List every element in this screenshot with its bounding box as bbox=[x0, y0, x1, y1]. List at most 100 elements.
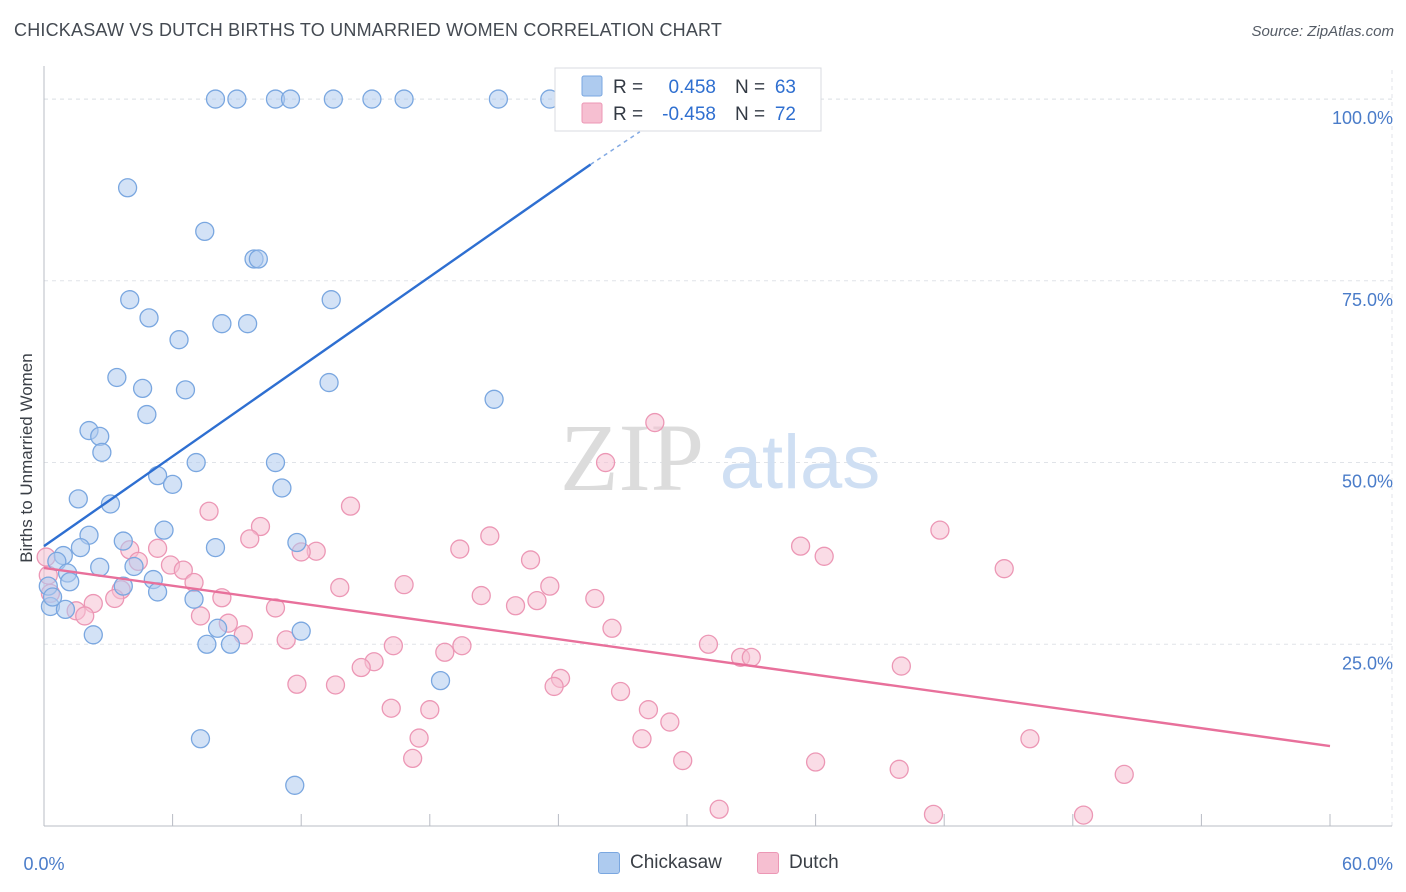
chickasaw-point bbox=[287, 532, 307, 553]
dutch-point bbox=[435, 642, 455, 662]
chickasaw-point bbox=[430, 670, 451, 691]
dutch-point bbox=[471, 585, 491, 606]
dutch-point bbox=[585, 588, 605, 609]
legend-r-value-chickasaw: 0.458 bbox=[668, 77, 716, 98]
chickasaw-point bbox=[184, 589, 204, 609]
chickasaw-point bbox=[154, 520, 174, 540]
chickasaw-point bbox=[394, 89, 414, 109]
dutch-point bbox=[381, 698, 401, 718]
grid-lines bbox=[44, 70, 1393, 826]
y-tick-label: 100.0% bbox=[1332, 108, 1393, 128]
dutch-point bbox=[709, 799, 729, 819]
watermark-atlas: atlas bbox=[720, 420, 881, 505]
dutch-points bbox=[36, 412, 1134, 825]
y-axis-label: Births to Unmarried Women bbox=[17, 353, 36, 562]
chickasaw-point bbox=[137, 404, 157, 425]
bottom-legend-dutch[interactable]: Dutch bbox=[757, 852, 839, 874]
dutch-point bbox=[250, 516, 271, 537]
chickasaw-point bbox=[280, 89, 301, 109]
dutch-point bbox=[276, 630, 296, 650]
dutch-point bbox=[351, 657, 371, 678]
chickasaw-point bbox=[113, 576, 133, 596]
chickasaw-point bbox=[248, 249, 268, 269]
dutch-legend-label: Dutch bbox=[789, 852, 839, 873]
chickasaw-point bbox=[190, 729, 211, 749]
chickasaw-point bbox=[321, 290, 341, 310]
dutch-trend-line bbox=[43, 566, 1331, 748]
chickasaw-point bbox=[107, 367, 127, 388]
dutch-point bbox=[602, 618, 622, 638]
legend-n-label-dutch: N = bbox=[735, 104, 765, 125]
dutch-point bbox=[147, 538, 168, 558]
chickasaw-point bbox=[186, 452, 206, 473]
dutch-point bbox=[673, 750, 693, 771]
dutch-point bbox=[233, 625, 253, 645]
chickasaw-point bbox=[227, 89, 247, 109]
chickasaw-point bbox=[132, 378, 153, 399]
dutch-point bbox=[660, 712, 680, 732]
chickasaw-point bbox=[237, 314, 258, 334]
chickasaw-point bbox=[195, 221, 215, 242]
chickasaw-point bbox=[117, 178, 138, 198]
x-tick-label-min: 0.0% bbox=[23, 854, 64, 874]
dutch-point bbox=[741, 647, 761, 668]
dutch-point bbox=[814, 546, 834, 566]
dutch-point bbox=[610, 681, 631, 702]
chickasaw-point bbox=[92, 442, 112, 463]
dutch-point bbox=[394, 575, 414, 595]
chickasaw-point bbox=[139, 308, 159, 328]
dutch-point bbox=[403, 748, 423, 769]
chickasaw-point bbox=[207, 618, 228, 638]
dutch-point bbox=[173, 560, 193, 580]
tick-labels: 25.0% 50.0% 75.0% 100.0% 0.0% 60.0% bbox=[23, 108, 1393, 874]
dutch-point bbox=[383, 636, 404, 656]
chickasaw-point bbox=[90, 557, 110, 577]
chickasaw-point bbox=[83, 625, 103, 645]
dutch-point bbox=[527, 591, 547, 611]
watermark: ZIP atlas bbox=[560, 404, 880, 511]
dutch-point bbox=[698, 634, 719, 654]
legend-dutch-swatch bbox=[581, 102, 603, 124]
legend-chickasaw-swatch bbox=[581, 75, 603, 97]
dutch-point bbox=[1073, 805, 1094, 825]
dutch-point bbox=[891, 656, 911, 676]
correlation-legend: R = 0.458 N = 63 R = -0.458 N = 72 bbox=[554, 67, 822, 132]
dutch-point bbox=[540, 576, 560, 596]
dutch-point bbox=[505, 596, 526, 616]
chickasaw-trend-extension bbox=[590, 131, 641, 166]
trend-lines bbox=[43, 131, 1331, 748]
chickasaw-point bbox=[70, 537, 91, 558]
legend-n-label-chickasaw: N = bbox=[735, 77, 765, 98]
chart-title: CHICKASAW VS DUTCH BIRTHS TO UNMARRIED W… bbox=[14, 20, 723, 40]
chickasaw-point bbox=[265, 452, 286, 473]
dutch-point bbox=[790, 536, 811, 556]
chickasaw-point bbox=[120, 290, 140, 310]
watermark-zip: ZIP bbox=[560, 404, 704, 511]
dutch-point bbox=[645, 412, 665, 433]
dutch-swatch bbox=[757, 852, 779, 874]
chickasaw-point bbox=[197, 634, 217, 654]
chickasaw-point bbox=[285, 775, 305, 795]
chickasaw-point bbox=[362, 89, 382, 109]
legend-n-value-dutch: 72 bbox=[775, 104, 796, 125]
legend-r-value-dutch: -0.458 bbox=[662, 104, 716, 125]
dutch-point bbox=[638, 700, 659, 720]
dutch-point bbox=[889, 759, 909, 779]
dutch-point bbox=[452, 636, 472, 656]
chickasaw-point bbox=[484, 389, 504, 409]
y-tick-label: 50.0% bbox=[1342, 472, 1393, 492]
dutch-point bbox=[450, 539, 470, 559]
legend-n-value-chickasaw: 63 bbox=[775, 77, 796, 98]
bottom-legend-chickasaw[interactable]: Chickasaw bbox=[598, 852, 722, 874]
source-label: Source: ZipAtlas.com bbox=[1251, 23, 1394, 40]
chickasaw-point bbox=[55, 599, 76, 620]
chickasaw-point bbox=[212, 314, 232, 334]
chickasaw-point bbox=[42, 587, 63, 607]
dutch-point bbox=[240, 529, 260, 549]
dutch-point bbox=[75, 606, 95, 626]
chickasaw-point bbox=[162, 474, 183, 494]
chickasaw-point bbox=[323, 89, 344, 109]
chickasaw-point bbox=[291, 621, 311, 641]
dutch-point bbox=[199, 501, 219, 521]
